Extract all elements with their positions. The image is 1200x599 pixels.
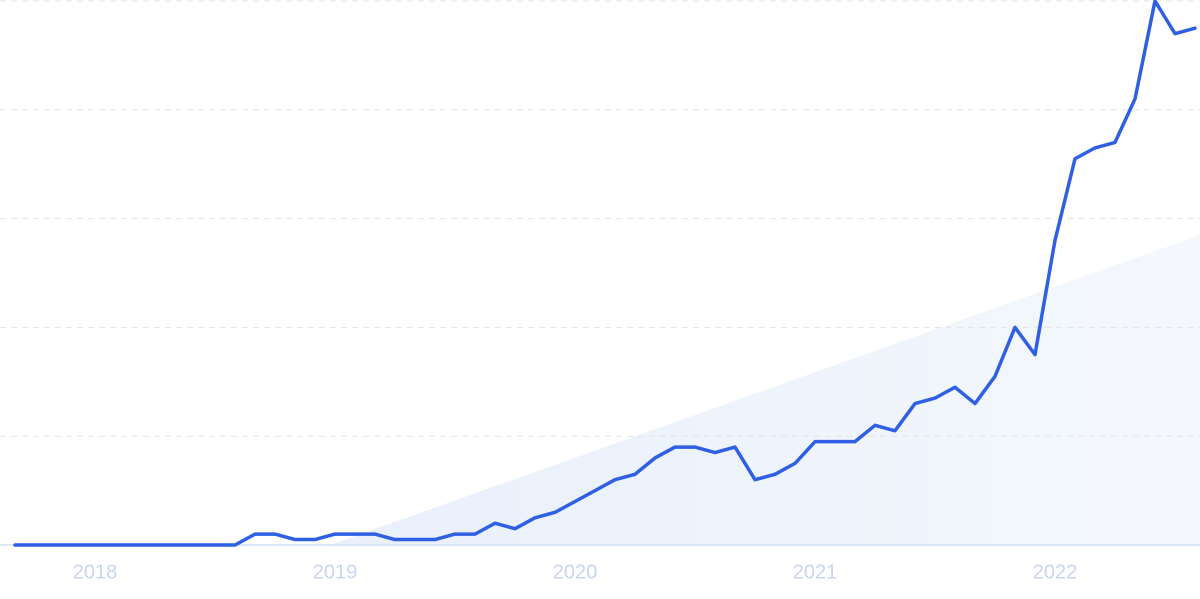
x-tick-label: 2022 xyxy=(1033,561,1078,583)
x-tick-label: 2020 xyxy=(553,561,598,583)
background-wedge xyxy=(330,235,1200,545)
x-tick-label: 2018 xyxy=(73,561,118,583)
x-tick-label: 2019 xyxy=(313,561,358,583)
x-tick-label: 2021 xyxy=(793,561,838,583)
trend-line xyxy=(13,0,1197,547)
